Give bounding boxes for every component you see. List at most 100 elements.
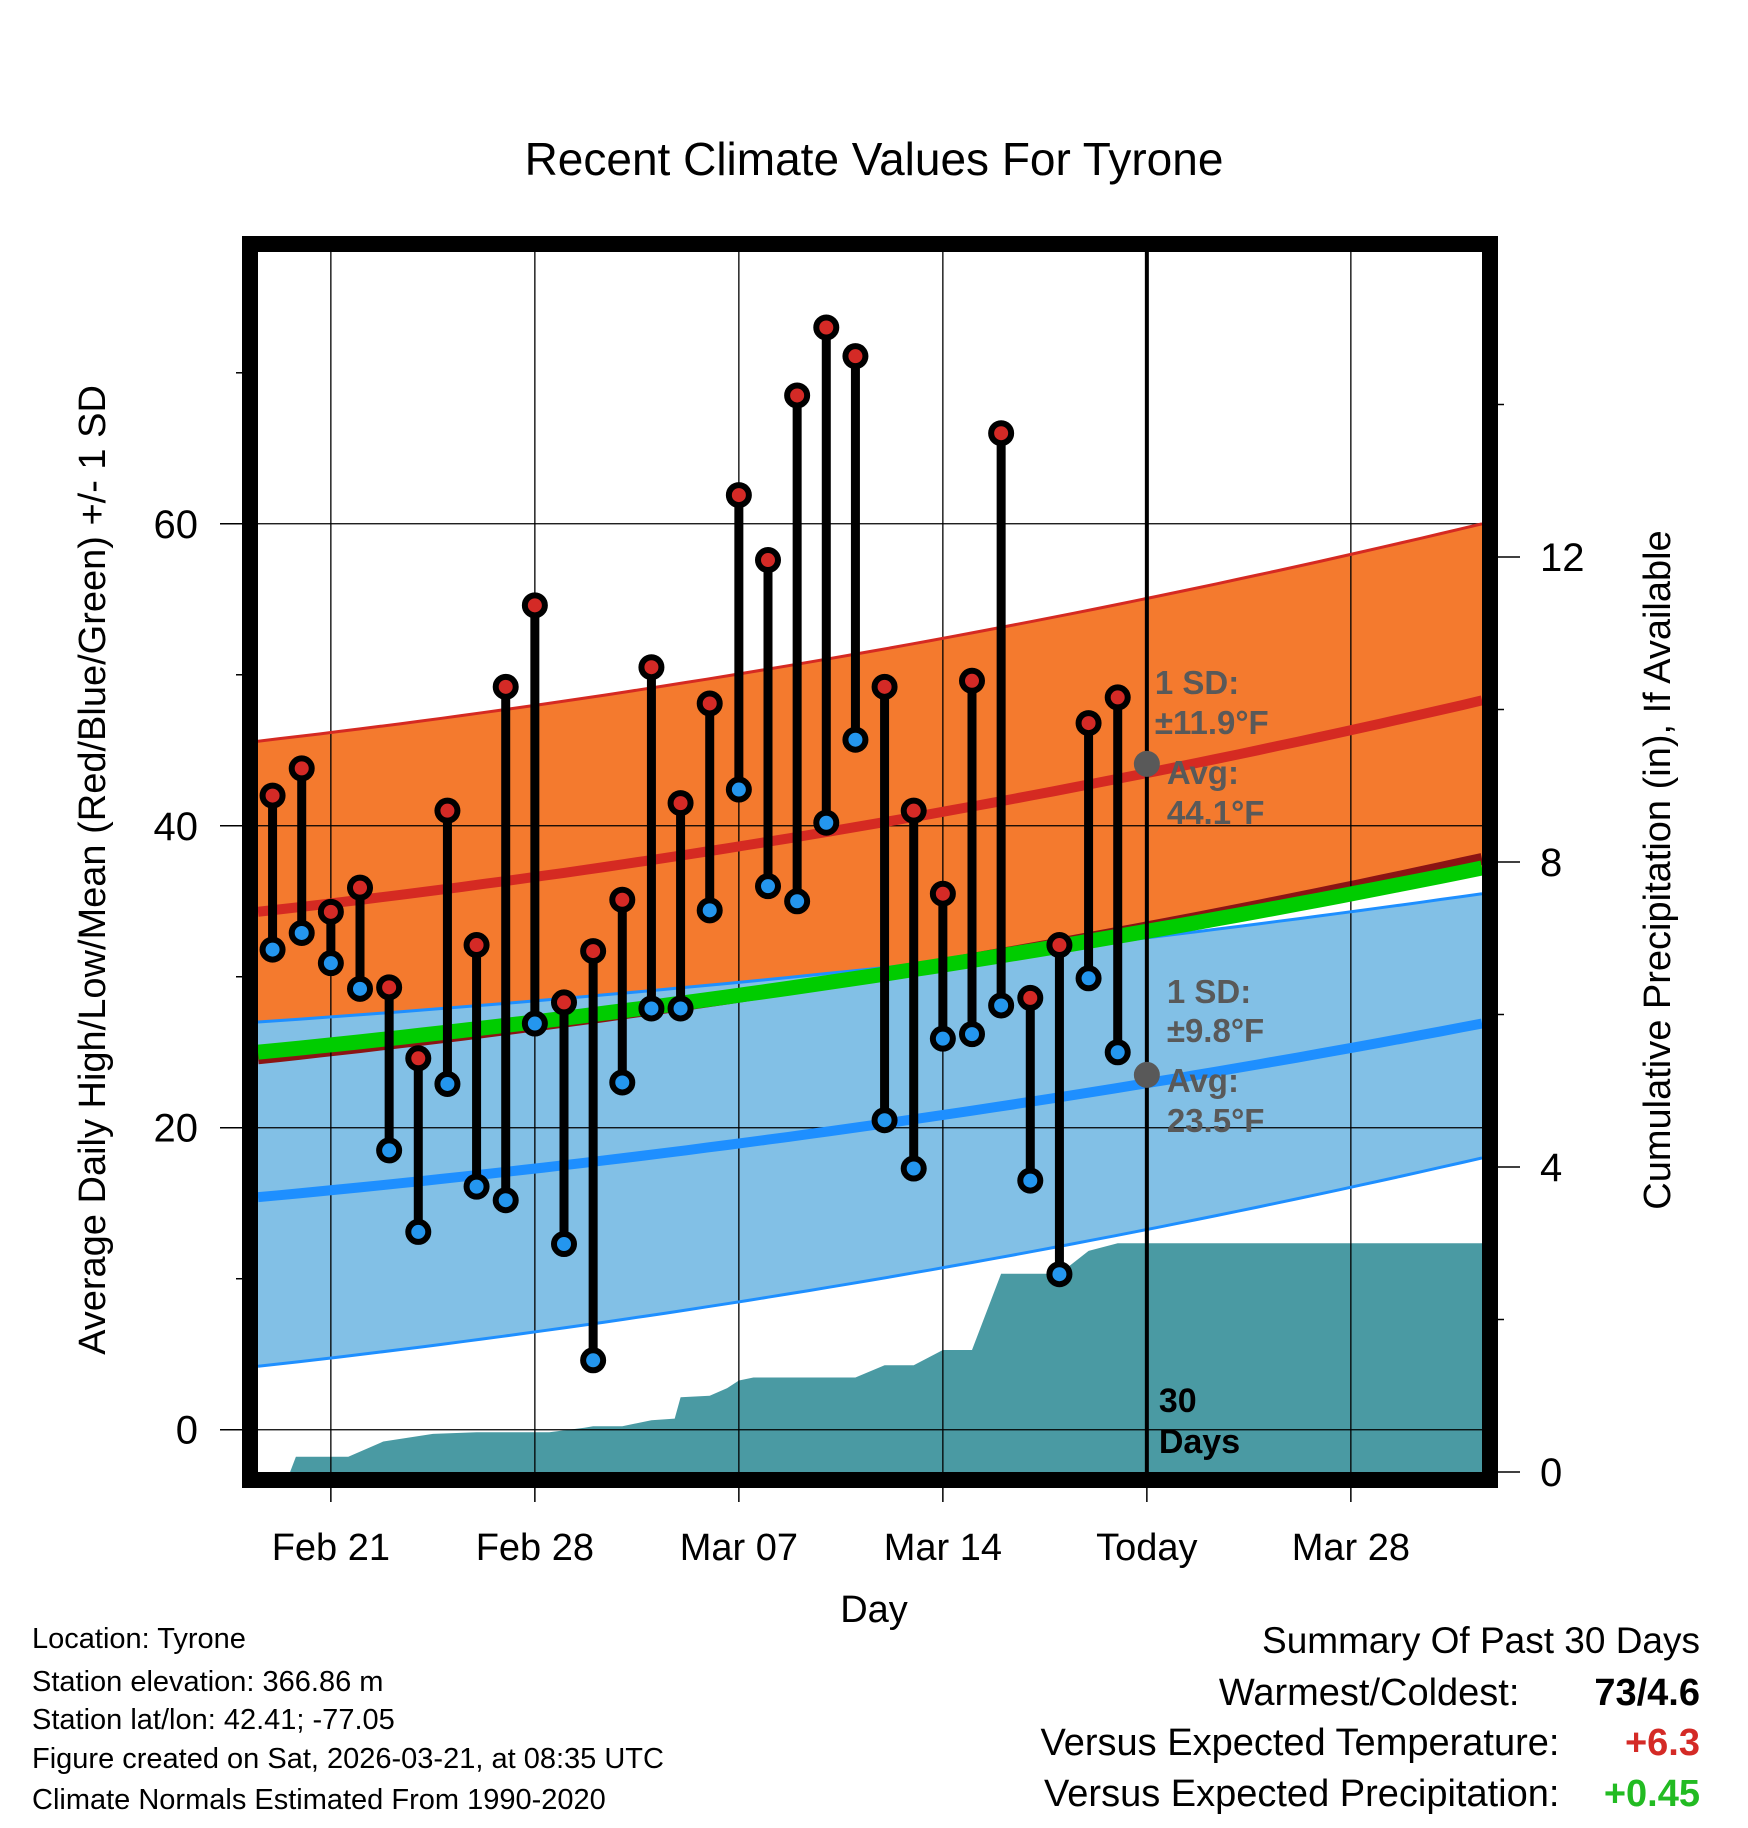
daily-high-point — [725, 482, 752, 509]
daily-high-point — [1104, 684, 1131, 711]
daily-high-point — [551, 989, 577, 1016]
daily-low-point — [1075, 965, 1102, 992]
normal-mean-line — [258, 860, 1482, 1060]
y-axis-label: Average Daily High/Low/Mean (Red/Blue/Gr… — [72, 385, 114, 1355]
low-sd-value: ±9.8°F — [1167, 1012, 1264, 1049]
temp-vs-expected-label: Versus Expected Temperature: — [1040, 1722, 1560, 1764]
daily-low-point — [347, 975, 373, 1002]
high-sd-label: 1 SD: — [1155, 664, 1239, 701]
daily-high-point — [609, 886, 636, 913]
y2-tick-label: 0 — [1540, 1451, 1562, 1495]
x-tick-label: Mar 28 — [1292, 1527, 1410, 1569]
high-avg-value: 44.1°F — [1167, 794, 1265, 831]
summary-precip-row: Versus Expected Precipitation: +0.45 — [1044, 1773, 1700, 1816]
daily-high-point — [405, 1045, 432, 1072]
daily-low-point — [434, 1070, 461, 1097]
daily-high-point — [492, 673, 519, 700]
daily-low-point — [1104, 1039, 1131, 1066]
daily-low-point — [609, 1069, 636, 1096]
daily-high-point — [959, 667, 985, 694]
daily-low-point — [784, 888, 811, 915]
daily-low-point — [667, 995, 694, 1022]
info-latlon: Station lat/lon: 42.41; -77.05 — [32, 1704, 395, 1736]
daily-high-point — [755, 547, 781, 574]
y2-tick-label: 4 — [1540, 1146, 1562, 1190]
x-tick-label: Mar 07 — [680, 1527, 798, 1569]
daily-low-point — [288, 919, 315, 946]
daily-low-point — [813, 809, 840, 836]
daily-low-point — [376, 1137, 403, 1164]
y-tick-label: 20 — [154, 1107, 199, 1151]
y2-tick-label: 8 — [1540, 841, 1562, 885]
daily-low-point — [638, 995, 665, 1022]
daily-high-point — [580, 938, 607, 965]
high-plus-sd-line — [258, 522, 1482, 743]
low-avg-label: Avg: — [1167, 1062, 1239, 1099]
daily-low-point — [755, 873, 781, 900]
daily-low-point — [1046, 1261, 1073, 1288]
x-tick-label: Today — [1096, 1527, 1197, 1569]
warmest-label: Warmest/Coldest: — [1218, 1672, 1520, 1714]
summary-title-text: Summary Of Past 30 Days — [1262, 1620, 1700, 1661]
y2-axis-label: Cumulative Precipitation (in), If Availa… — [1637, 530, 1679, 1209]
precip-vs-expected-label: Versus Expected Precipitation: — [1044, 1773, 1560, 1815]
daily-high-point — [434, 797, 461, 824]
days-unit-label: Days — [1159, 1423, 1240, 1461]
daily-low-point — [988, 992, 1015, 1019]
y-tick-label: 60 — [154, 503, 199, 547]
daily-high-point — [667, 790, 694, 817]
daily-low-point — [959, 1021, 985, 1048]
days-count-label: 30 — [1159, 1382, 1197, 1420]
daily-high-point — [900, 797, 927, 824]
daily-low-point — [317, 950, 344, 977]
daily-low-point — [900, 1155, 927, 1182]
high-avg-label: Avg: — [1167, 754, 1239, 791]
daily-high-point — [347, 874, 373, 901]
warmest-value: 73/4.6 — [1594, 1672, 1700, 1714]
y2-tick-label: 12 — [1540, 536, 1585, 580]
daily-high-point — [376, 974, 403, 1001]
y-tick-label: 40 — [154, 805, 199, 849]
daily-high-point — [988, 420, 1015, 447]
daily-high-point — [1046, 932, 1073, 959]
info-location: Location: Tyrone — [32, 1623, 246, 1655]
summary-warmest-row: Warmest/Coldest: 73/4.6 — [1219, 1672, 1700, 1715]
x-axis-label: Day — [840, 1589, 908, 1631]
daily-high-point — [1075, 710, 1102, 737]
today-low-mean-marker — [1133, 1061, 1160, 1088]
daily-low-point — [259, 936, 286, 963]
daily-high-point — [813, 314, 840, 341]
normal-low-line — [258, 1018, 1482, 1203]
daily-high-point — [288, 755, 315, 782]
daily-high-point — [784, 382, 811, 409]
temp-vs-expected-value: +6.3 — [1624, 1722, 1700, 1764]
high-sd-band — [258, 523, 1482, 1068]
daily-high-point — [696, 690, 723, 717]
info-created: Figure created on Sat, 2026-03-21, at 08… — [32, 1743, 664, 1775]
today-high-mean-marker — [1133, 750, 1160, 777]
daily-high-point — [521, 592, 548, 619]
daily-low-point — [580, 1347, 607, 1374]
info-normals: Climate Normals Estimated From 1990-2020 — [32, 1784, 606, 1816]
y-tick-label: 0 — [176, 1409, 198, 1453]
low-sd-label: 1 SD: — [1167, 973, 1251, 1010]
x-tick-label: Mar 14 — [884, 1527, 1002, 1569]
x-tick-label: Feb 28 — [476, 1527, 594, 1569]
chart-title: Recent Climate Values For Tyrone — [525, 133, 1224, 185]
daily-low-point — [725, 776, 752, 803]
daily-low-point — [696, 897, 723, 924]
x-tick-label: Feb 21 — [272, 1527, 390, 1569]
daily-low-point — [842, 726, 869, 753]
daily-high-point — [871, 673, 898, 700]
daily-low-point — [521, 1010, 548, 1037]
daily-low-point — [492, 1187, 519, 1214]
daily-high-point — [317, 898, 344, 925]
daily-high-point — [842, 343, 869, 370]
daily-high-point — [1017, 984, 1044, 1011]
daily-high-point — [638, 654, 665, 681]
daily-low-point — [929, 1025, 956, 1052]
info-elevation: Station elevation: 366.86 m — [32, 1666, 384, 1698]
normal-high-line — [258, 695, 1482, 917]
